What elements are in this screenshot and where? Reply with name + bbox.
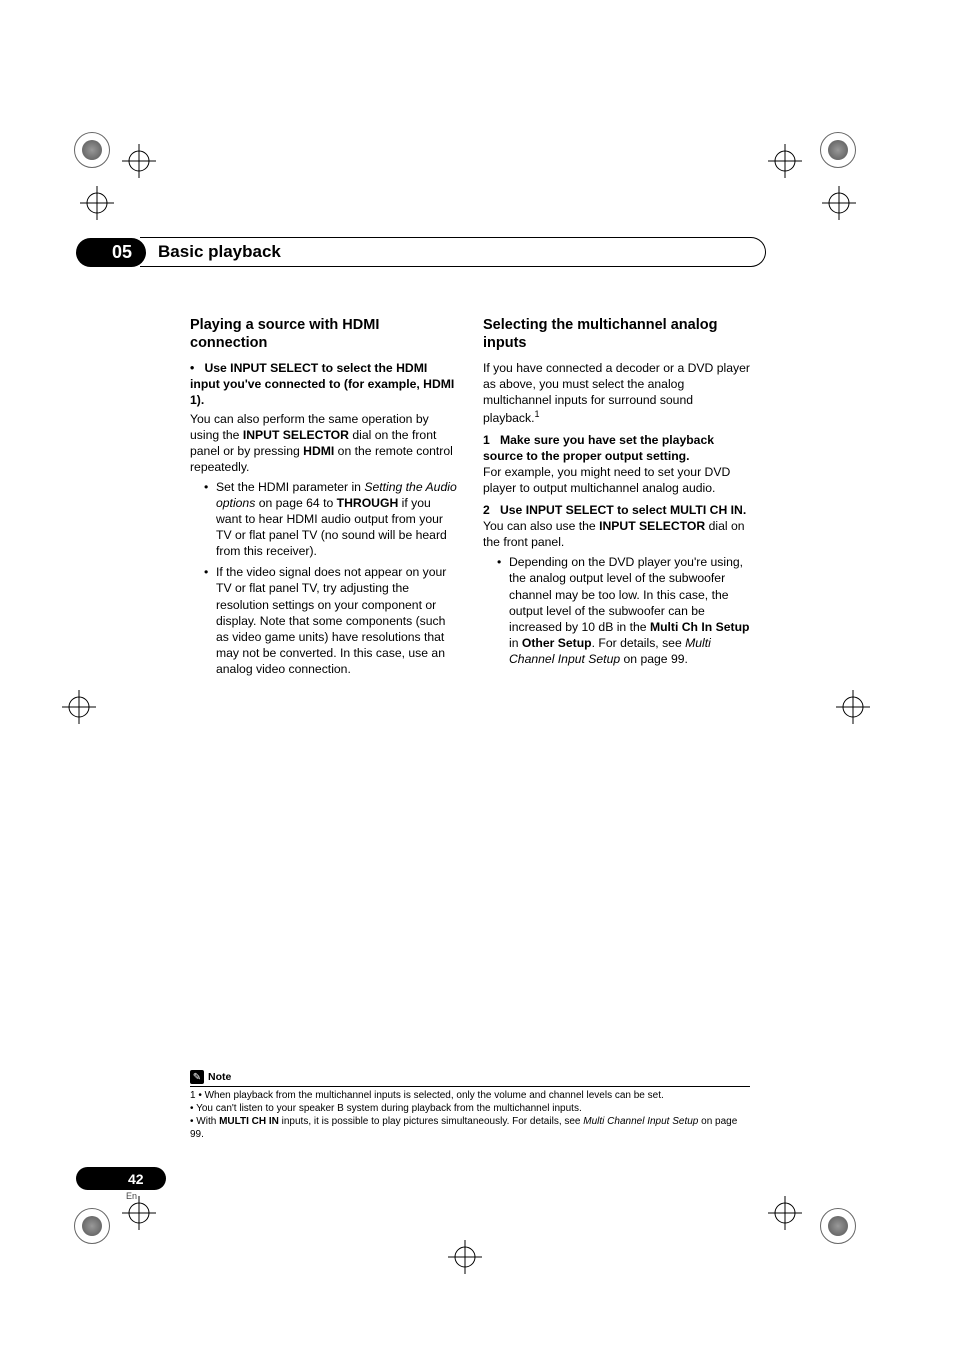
crop-mark-bottom-left — [74, 1208, 110, 1244]
text: inputs, it is possible to play pictures … — [279, 1116, 583, 1127]
registration-top-left-2 — [80, 186, 114, 220]
note-icon: ✎ — [190, 1070, 204, 1084]
note-line: • You can't listen to your speaker B sys… — [190, 1102, 750, 1115]
crop-mark-bottom-right — [820, 1208, 856, 1244]
registration-top-right — [768, 144, 802, 178]
text: on page 99. — [620, 652, 688, 666]
page-number-pill: 42 — [76, 1167, 166, 1190]
text: If you have connected a decoder or a DVD… — [483, 361, 750, 424]
step-1: 1 Make sure you have set the playback so… — [483, 432, 750, 496]
section-heading-hdmi: Playing a source with HDMI connection — [190, 316, 457, 352]
note-line: • With MULTI CH IN inputs, it is possibl… — [190, 1115, 750, 1141]
note-label: Note — [208, 1071, 231, 1083]
note-body: 1 • When playback from the multichannel … — [190, 1089, 750, 1141]
registration-mid-right — [836, 690, 870, 724]
chapter-header: 05 Basic playback — [76, 237, 766, 267]
text-bold: HDMI — [303, 444, 334, 458]
registration-top-left — [122, 144, 156, 178]
lead-instruction-text: Use INPUT SELECT to select the HDMI inpu… — [190, 361, 454, 407]
crop-mark-top-left — [74, 132, 110, 168]
left-column: Playing a source with HDMI connection • … — [190, 316, 457, 682]
registration-bottom-center — [448, 1240, 482, 1274]
text: on page 64 to — [255, 496, 336, 510]
registration-bottom-right — [768, 1196, 802, 1230]
text: . For details, see — [592, 636, 685, 650]
section-heading-multichannel: Selecting the multichannel analog inputs — [483, 316, 750, 352]
chapter-number-pill: 05 — [76, 238, 146, 267]
text-bold: Other Setup — [522, 636, 592, 650]
page-language: En — [126, 1191, 137, 1201]
bullet-item: If the video signal does not appear on y… — [204, 564, 457, 677]
content-columns: Playing a source with HDMI connection • … — [190, 316, 750, 682]
text-bold: INPUT SELECTOR — [243, 428, 349, 442]
step-number: 1 — [483, 433, 490, 447]
step-body: You can also use the INPUT SELECTOR dial… — [483, 518, 750, 550]
step-2: 2 Use INPUT SELECT to select MULTI CH IN… — [483, 502, 750, 550]
hdmi-bullets: Set the HDMI parameter in Setting the Au… — [204, 479, 457, 677]
bullet-item: Set the HDMI parameter in Setting the Au… — [204, 479, 457, 559]
multichannel-intro: If you have connected a decoder or a DVD… — [483, 360, 750, 425]
text: Set the HDMI parameter in — [216, 480, 364, 494]
footnote-ref: 1 — [535, 409, 540, 419]
note-section: ✎ Note 1 • When playback from the multic… — [190, 1070, 750, 1141]
step-body: For example, you might need to set your … — [483, 464, 750, 496]
text: in — [509, 636, 522, 650]
bullet-item: Depending on the DVD player you're using… — [497, 554, 750, 667]
registration-bottom-left — [122, 1196, 156, 1230]
lead-instruction: • Use INPUT SELECT to select the HDMI in… — [190, 360, 457, 408]
step-head: Make sure you have set the playback sour… — [483, 433, 714, 463]
step-number: 2 — [483, 503, 490, 517]
multichannel-bullets: Depending on the DVD player you're using… — [497, 554, 750, 667]
hdmi-paragraph: You can also perform the same operation … — [190, 411, 457, 475]
note-line: 1 • When playback from the multichannel … — [190, 1089, 750, 1102]
right-column: Selecting the multichannel analog inputs… — [483, 316, 750, 682]
chapter-title: Basic playback — [140, 237, 766, 267]
text: • With — [190, 1116, 219, 1127]
step-head: Use INPUT SELECT to select MULTI CH IN. — [500, 503, 746, 517]
note-header: ✎ Note — [190, 1070, 750, 1087]
text: You can also use the — [483, 519, 599, 533]
crop-mark-top-right — [820, 132, 856, 168]
text-bold: THROUGH — [337, 496, 399, 510]
registration-mid-left — [62, 690, 96, 724]
text-bold: MULTI CH IN — [219, 1116, 279, 1127]
text-bold: Multi Ch In Setup — [650, 620, 750, 634]
registration-top-right-2 — [822, 186, 856, 220]
text-bold: INPUT SELECTOR — [599, 519, 705, 533]
text-italic: Multi Channel Input Setup — [583, 1116, 698, 1127]
